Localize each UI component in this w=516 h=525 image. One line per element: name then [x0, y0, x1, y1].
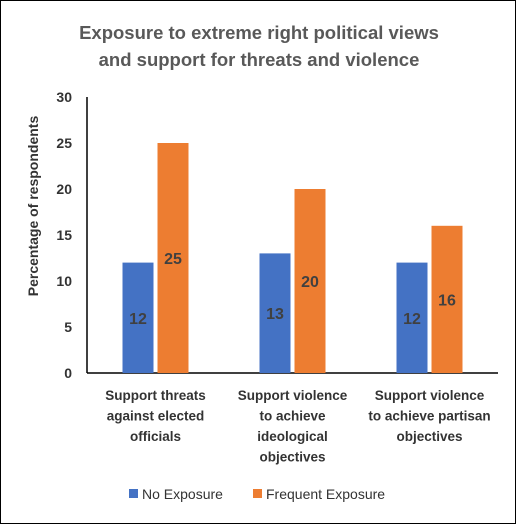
category-label: Support violence: [238, 388, 348, 403]
bar-frequent-exposure: [157, 143, 189, 373]
legend: No Exposure Frequent Exposure: [129, 486, 385, 502]
bar-no-exposure: [259, 253, 291, 373]
y-tick-label: 5: [64, 319, 72, 335]
bar-frequent-exposure: [431, 225, 463, 373]
category-label: objectives: [396, 429, 462, 444]
y-tick-label: 10: [56, 273, 72, 289]
y-tick-label: 0: [64, 365, 72, 381]
category-labels: Support threats against elected officials S…: [105, 388, 490, 465]
chart-title-line-1: Exposure to extreme right political view…: [79, 22, 439, 43]
data-label: 12: [129, 311, 147, 328]
category-label: to achieve partisan: [368, 409, 490, 424]
y-axis-ticks: 0 5 10 15 20 25 30: [56, 89, 72, 381]
legend-label: Frequent Exposure: [266, 486, 385, 502]
chart-title-line-2: and support for threats and violence: [99, 49, 420, 70]
y-tick-label: 25: [56, 135, 72, 151]
y-tick-label: 15: [56, 227, 72, 243]
category-label: Support threats: [105, 388, 206, 403]
category-label: Support violence: [375, 388, 485, 403]
category-label: ideological: [257, 429, 328, 444]
y-axis-label: Percentage of respondents: [25, 116, 41, 297]
y-tick-label: 30: [56, 89, 72, 105]
category-label: objectives: [259, 450, 325, 465]
legend-swatch: [129, 489, 138, 498]
bar-no-exposure: [396, 262, 428, 373]
category-label: officials: [130, 429, 181, 444]
data-label: 12: [403, 311, 421, 328]
legend-swatch: [253, 489, 262, 498]
bar-no-exposure: [122, 262, 154, 373]
legend-label: No Exposure: [142, 486, 223, 502]
y-tick-label: 20: [56, 181, 72, 197]
category-label: to achieve: [259, 409, 326, 424]
data-label: 16: [438, 292, 456, 309]
category-label: against elected: [107, 409, 205, 424]
bar-frequent-exposure: [294, 189, 326, 373]
data-label: 25: [164, 251, 182, 268]
data-label: 13: [266, 306, 284, 323]
data-label: 20: [301, 274, 319, 291]
bars-group: 12 25 13 20 12 16: [122, 143, 463, 373]
